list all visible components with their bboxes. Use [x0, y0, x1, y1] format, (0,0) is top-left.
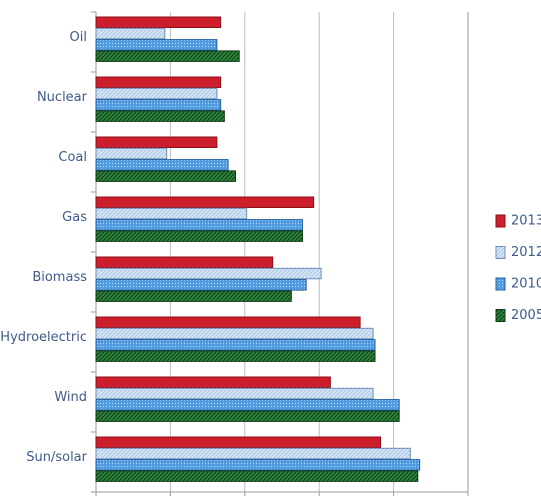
bar-wind-2005: [96, 411, 399, 422]
category-label: Hydroelectric: [0, 330, 87, 345]
bar-wind-2010: [96, 400, 399, 411]
bar-biomass-2010: [96, 280, 306, 291]
category-label: Nuclear: [37, 90, 88, 105]
category-label: Sun/solar: [26, 450, 87, 465]
bar-nuclear-2012: [96, 88, 217, 99]
bar-gas-2013: [96, 197, 314, 208]
bar-hydroelectric-2005: [96, 351, 375, 362]
bar-sun-solar-2005: [96, 471, 418, 482]
bar-coal-2013: [96, 137, 217, 148]
bar-biomass-2013: [96, 257, 273, 268]
category-label: Wind: [54, 390, 87, 405]
category-label: Biomass: [32, 270, 87, 285]
bar-wind-2012: [96, 388, 373, 399]
bar-hydroelectric-2010: [96, 340, 375, 351]
bar-gas-2005: [96, 231, 302, 242]
category-label: Coal: [58, 150, 87, 165]
legend-swatch-2012: [496, 247, 505, 259]
legend-swatch-2010: [496, 278, 505, 290]
legend: 2013 2012 2010 2005: [496, 214, 541, 324]
bar-oil-2010: [96, 40, 217, 51]
legend-label-2012: 2012: [511, 245, 541, 260]
bar-hydroelectric-2012: [96, 328, 373, 339]
bar-nuclear-2013: [96, 77, 221, 88]
bar-coal-2010: [96, 160, 228, 171]
bar-sun-solar-2013: [96, 437, 381, 448]
bar-coal-2005: [96, 171, 236, 182]
legend-label-2013: 2013: [511, 214, 541, 229]
legend-swatch-2005: [496, 310, 505, 322]
bar-oil-2013: [96, 17, 221, 28]
bar-oil-2012: [96, 28, 165, 39]
category-label: Oil: [70, 30, 87, 45]
bar-gas-2012: [96, 208, 247, 219]
bar-nuclear-2005: [96, 111, 224, 122]
bar-wind-2013: [96, 377, 330, 388]
bar-biomass-2012: [96, 268, 321, 279]
legend-swatch-2013: [496, 215, 505, 227]
legend-label-2010: 2010: [511, 277, 541, 292]
category-labels: Oil Nuclear Coal Gas Biomass Hydroelectric Win…: [0, 30, 87, 465]
legend-label-2005: 2005: [511, 308, 541, 323]
category-label: Gas: [62, 210, 87, 225]
bar-sun-solar-2012: [96, 448, 410, 459]
bar-oil-2005: [96, 51, 239, 62]
bar-coal-2012: [96, 148, 167, 159]
bar-hydroelectric-2013: [96, 317, 360, 328]
bar-gas-2010: [96, 220, 302, 231]
bar-biomass-2005: [96, 291, 291, 302]
bar-nuclear-2010: [96, 100, 221, 111]
bar-sun-solar-2010: [96, 460, 420, 471]
bars: [96, 17, 420, 481]
